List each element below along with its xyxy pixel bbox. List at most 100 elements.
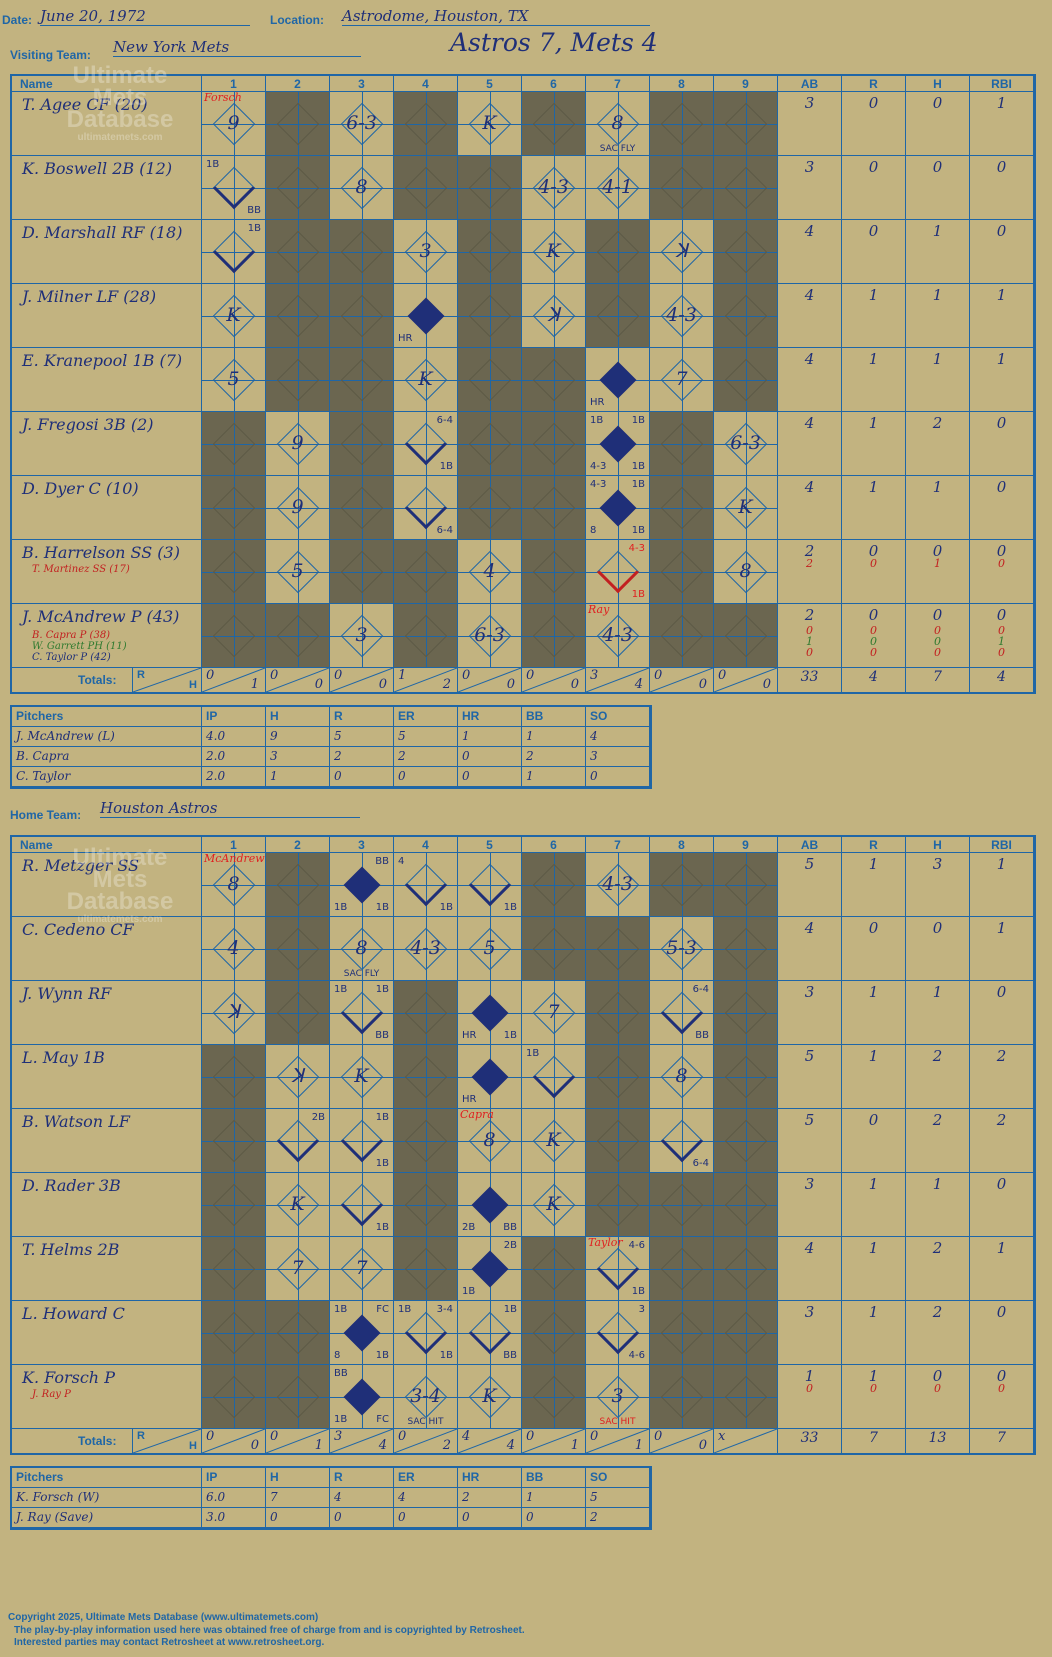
grid-line (553, 1365, 555, 1428)
stat-value: 0 (868, 606, 879, 624)
inning-cell: K (330, 1045, 394, 1109)
column-header: H (906, 837, 970, 853)
base-diamond (343, 1378, 380, 1415)
inning-cell: 9 (266, 476, 330, 540)
base-diamond (340, 550, 383, 593)
grid-line (233, 1173, 235, 1236)
inning-cell (458, 412, 522, 476)
inning-cell: ꓘ (650, 220, 714, 284)
base-diamond (468, 486, 511, 529)
base-diamond (212, 550, 255, 593)
player-cell: L. May 1B (12, 1045, 202, 1109)
total-stat: 4 (842, 668, 906, 692)
grid-line (361, 92, 363, 155)
inning-cell: 6-3 (330, 92, 394, 156)
stat-cell: 0 (970, 220, 1034, 284)
base-diamond (404, 486, 447, 529)
play-note: 4-3 (590, 461, 607, 472)
pitching-change: Capra (460, 1109, 494, 1121)
grid-line (361, 220, 363, 283)
grid-line (553, 853, 555, 916)
stat-value: 1 (868, 1367, 879, 1385)
base-diamond (532, 614, 575, 657)
visiting-team-name: New York Mets (113, 38, 361, 57)
grid-line (425, 1237, 427, 1300)
base-diamond (724, 294, 767, 337)
stat-cell: 4 (778, 220, 842, 284)
stat-cell: 0 (970, 156, 1034, 220)
player-name: E. Kranepool 1B (7) (22, 351, 183, 370)
play-note: 1B (375, 902, 389, 913)
stat-value: 1 (804, 1367, 815, 1385)
inning-cell: K (394, 348, 458, 412)
grid-line (489, 476, 491, 539)
stat-value: 0 (868, 158, 879, 176)
grid-line (745, 476, 747, 539)
column-header: 4 (394, 837, 458, 853)
stat-cell: 2 (906, 1301, 970, 1365)
player-cell: K. Boswell 2B (12) (12, 156, 202, 220)
inning-cell (650, 1237, 714, 1301)
inning-cell (458, 284, 522, 348)
grid-line (553, 1109, 555, 1172)
play-result: 4 (227, 936, 240, 959)
pitching-change: Taylor (588, 1237, 623, 1249)
pitcher-stat: 0 (586, 767, 650, 787)
player-cell: T. Helms 2B (12, 1237, 202, 1301)
grid-line (553, 1301, 555, 1364)
grid-line (489, 917, 491, 980)
player-name: K. Boswell 2B (12) (22, 159, 173, 178)
play-note: 1B (334, 1304, 348, 1315)
grid-line (681, 1045, 683, 1108)
base-diamond (404, 1311, 447, 1354)
play-note: 4-6 (628, 1240, 645, 1251)
inning-cell: K (458, 1365, 522, 1429)
stat-value: 1 (996, 919, 1007, 937)
grid-line (617, 1301, 619, 1364)
stat-cell: 3 (778, 156, 842, 220)
grid-line (745, 1173, 747, 1236)
grid-line (233, 1365, 235, 1428)
pitchers-header: BB (522, 1468, 586, 1488)
stat-cell: 1 (906, 284, 970, 348)
pitcher-stat: 3 (266, 747, 330, 767)
inning-cell: K (714, 476, 778, 540)
base-diamond (404, 1183, 447, 1226)
stat-value: 3 (804, 94, 815, 112)
base-diamond (660, 1119, 703, 1162)
inning-cell (522, 1365, 586, 1429)
stat-cell: 1 (970, 348, 1034, 412)
inning-cell: 4-3 (586, 853, 650, 917)
base-diamond (471, 1058, 508, 1095)
grid-line (297, 981, 299, 1044)
grid-line (681, 540, 683, 603)
copyright-text: Copyright 2025, Ultimate Mets Database (… (8, 1612, 319, 1623)
pitcher-stat: 6.0 (202, 1488, 266, 1508)
play-result: 8 (355, 936, 368, 959)
grid-line (617, 853, 619, 916)
inning-cell: 7 (522, 981, 586, 1045)
sub-stat-value: 0 (934, 624, 941, 637)
grid-line (681, 156, 683, 219)
inning-cell (202, 1237, 266, 1301)
play-result: K (354, 1064, 369, 1087)
grid-line (425, 1045, 427, 1108)
grid-line (489, 348, 491, 411)
pitcher-stat: 3.0 (202, 1508, 266, 1528)
stat-cell: 1 (970, 853, 1034, 917)
base-diamond (343, 866, 380, 903)
inning-hits: 1 (250, 677, 259, 692)
stat-value: 3 (932, 855, 943, 873)
play-note: 1B (375, 1350, 389, 1361)
play-note: HR (462, 1094, 477, 1105)
inning-cell (266, 853, 330, 917)
inning-cell: ꓘ (266, 1045, 330, 1109)
inning-hits: 0 (570, 677, 579, 692)
inning-cell (202, 476, 266, 540)
column-header: 8 (650, 76, 714, 92)
grid-line (553, 476, 555, 539)
inning-hits: 1 (314, 1438, 323, 1453)
